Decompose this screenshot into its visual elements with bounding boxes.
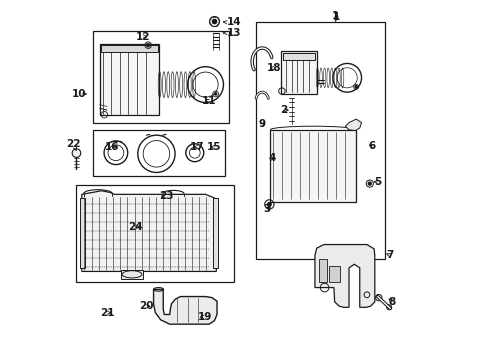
Text: 15: 15 [207,142,222,152]
Circle shape [355,86,357,88]
Polygon shape [345,119,362,131]
Text: 14: 14 [227,17,242,27]
Text: 4: 4 [268,153,275,163]
Bar [270,130,356,202]
Circle shape [375,294,382,301]
Circle shape [368,182,371,185]
Text: 21: 21 [99,308,114,318]
Text: 23: 23 [159,191,173,201]
Polygon shape [315,244,375,307]
Text: 17: 17 [190,142,205,152]
Text: 1: 1 [333,12,340,22]
Circle shape [212,19,217,24]
Text: 8: 8 [389,297,395,307]
Circle shape [268,203,271,206]
Circle shape [215,93,217,95]
Circle shape [72,149,81,157]
Bar [93,31,229,123]
Text: 13: 13 [227,28,242,38]
Text: 18: 18 [267,63,282,73]
Text: 7: 7 [387,250,394,260]
Bar [93,130,225,176]
Text: 3: 3 [264,204,271,214]
Text: 10: 10 [72,89,87,99]
Circle shape [366,180,373,187]
Text: 19: 19 [197,312,212,322]
Circle shape [387,305,392,310]
Text: 6: 6 [368,141,376,151]
Bar [76,185,234,282]
Bar [329,266,340,282]
Polygon shape [153,289,217,324]
Text: 12: 12 [136,32,150,41]
Bar [283,53,315,60]
Text: 5: 5 [374,177,381,187]
Text: 16: 16 [105,142,120,152]
Text: 1: 1 [332,11,339,21]
Bar [101,45,158,52]
Bar [213,198,218,268]
Bar [122,270,143,279]
Bar [100,44,159,116]
Text: 11: 11 [202,96,217,106]
Polygon shape [82,191,216,271]
Text: 22: 22 [66,139,81,149]
Bar [80,198,85,268]
Bar [256,22,385,259]
Circle shape [147,44,149,46]
Text: 20: 20 [139,301,154,311]
Text: 2: 2 [280,105,287,115]
Bar [281,51,317,94]
Text: 24: 24 [128,222,143,231]
Bar [318,259,327,282]
Text: 9: 9 [259,120,266,129]
